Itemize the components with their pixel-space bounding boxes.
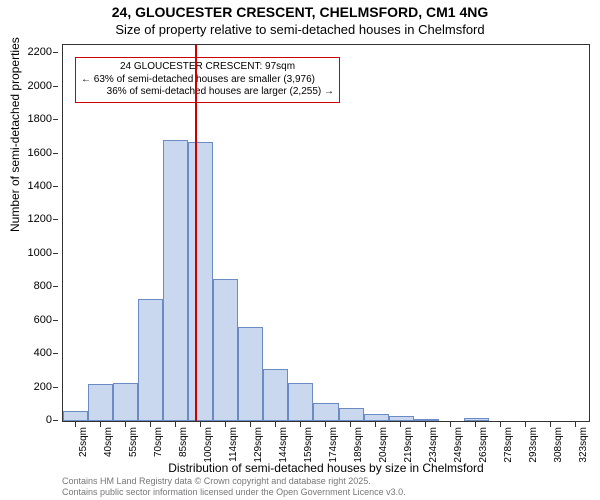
annotation-line3: 36% of semi-detached houses are larger (… <box>81 86 334 99</box>
histogram-bar <box>188 142 213 421</box>
x-tick-label: 189sqm <box>353 427 364 463</box>
annotation-line1: 24 GLOUCESTER CRESCENT: 97sqm <box>81 61 334 74</box>
histogram-bar <box>63 411 88 421</box>
y-tick-mark <box>53 219 58 220</box>
y-tick-label: 200 <box>34 381 52 393</box>
histogram-bar <box>339 408 364 421</box>
x-tick-mark <box>75 422 76 427</box>
y-tick-label: 1800 <box>28 113 52 125</box>
x-tick-label: 70sqm <box>153 427 164 457</box>
x-tick-mark <box>225 422 226 427</box>
annotation-box: 24 GLOUCESTER CRESCENT: 97sqm ← 63% of s… <box>75 57 340 103</box>
footer-line1: Contains HM Land Registry data © Crown c… <box>62 476 406 487</box>
x-tick-label: 159sqm <box>303 427 314 463</box>
x-tick-label: 263sqm <box>478 427 489 463</box>
x-tick-label: 144sqm <box>278 427 289 463</box>
y-tick-mark <box>53 253 58 254</box>
y-tick-mark <box>53 387 58 388</box>
x-tick-label: 204sqm <box>378 427 389 463</box>
histogram-bar <box>464 418 489 421</box>
y-tick-mark <box>53 286 58 287</box>
x-tick-label: 100sqm <box>203 427 214 463</box>
footer-line2: Contains public sector information licen… <box>62 487 406 498</box>
x-tick-mark <box>300 422 301 427</box>
x-tick-mark <box>125 422 126 427</box>
x-tick-mark <box>450 422 451 427</box>
y-tick-mark <box>53 420 58 421</box>
y-axis-ticks: 0200400600800100012001400160018002000220… <box>0 44 58 422</box>
x-tick-mark <box>200 422 201 427</box>
histogram-bar <box>364 414 389 421</box>
x-tick-label: 219sqm <box>403 427 414 463</box>
y-tick-mark <box>53 86 58 87</box>
y-tick-label: 2000 <box>28 80 52 92</box>
y-tick-mark <box>53 52 58 53</box>
x-tick-mark <box>425 422 426 427</box>
x-tick-label: 40sqm <box>103 427 114 457</box>
x-tick-mark <box>350 422 351 427</box>
x-tick-label: 249sqm <box>453 427 464 463</box>
x-tick-label: 25sqm <box>78 427 89 457</box>
y-tick-label: 2200 <box>28 46 52 58</box>
y-tick-label: 1200 <box>28 213 52 225</box>
y-tick-label: 400 <box>34 347 52 359</box>
footer-attribution: Contains HM Land Registry data © Crown c… <box>62 476 406 498</box>
x-tick-label: 234sqm <box>428 427 439 463</box>
plot-area: 24 GLOUCESTER CRESCENT: 97sqm ← 63% of s… <box>62 44 590 422</box>
y-tick-mark <box>53 186 58 187</box>
histogram-bar <box>414 419 439 421</box>
x-tick-label: 85sqm <box>178 427 189 457</box>
x-tick-mark <box>575 422 576 427</box>
x-tick-mark <box>150 422 151 427</box>
chart-title-line1: 24, GLOUCESTER CRESCENT, CHELMSFORD, CM1… <box>0 4 600 20</box>
x-tick-mark <box>500 422 501 427</box>
histogram-bar <box>138 299 163 421</box>
x-tick-mark <box>475 422 476 427</box>
x-tick-mark <box>250 422 251 427</box>
y-tick-label: 1000 <box>28 247 52 259</box>
histogram-bar <box>238 327 263 421</box>
histogram-bar <box>389 416 414 421</box>
histogram-bar <box>288 383 313 421</box>
chart-title-line2: Size of property relative to semi-detach… <box>0 22 600 37</box>
x-tick-mark <box>525 422 526 427</box>
y-tick-label: 600 <box>34 314 52 326</box>
histogram-bar <box>313 403 338 421</box>
x-tick-label: 174sqm <box>328 427 339 463</box>
histogram-bar <box>163 140 188 421</box>
marker-line <box>195 45 197 421</box>
y-tick-mark <box>53 153 58 154</box>
x-tick-label: 114sqm <box>228 427 239 462</box>
x-tick-label: 55sqm <box>128 427 139 457</box>
y-tick-mark <box>53 353 58 354</box>
y-tick-label: 1400 <box>28 180 52 192</box>
x-tick-mark <box>375 422 376 427</box>
histogram-bar <box>88 384 113 421</box>
y-tick-label: 1600 <box>28 147 52 159</box>
y-tick-label: 0 <box>46 414 52 426</box>
x-tick-label: 293sqm <box>528 427 539 463</box>
x-tick-mark <box>275 422 276 427</box>
x-tick-label: 308sqm <box>553 427 564 463</box>
histogram-bar <box>213 279 238 421</box>
x-tick-label: 323sqm <box>578 427 589 463</box>
x-axis-label: Distribution of semi-detached houses by … <box>62 461 590 475</box>
x-tick-label: 129sqm <box>253 427 264 463</box>
x-tick-mark <box>400 422 401 427</box>
x-tick-mark <box>100 422 101 427</box>
y-tick-label: 800 <box>34 280 52 292</box>
histogram-bar <box>113 383 138 421</box>
y-tick-mark <box>53 320 58 321</box>
annotation-line2: ← 63% of semi-detached houses are smalle… <box>81 74 334 87</box>
x-tick-mark <box>550 422 551 427</box>
x-tick-mark <box>175 422 176 427</box>
x-tick-mark <box>325 422 326 427</box>
y-tick-mark <box>53 119 58 120</box>
histogram-bar <box>263 369 288 421</box>
x-tick-label: 278sqm <box>503 427 514 463</box>
chart-container: 24, GLOUCESTER CRESCENT, CHELMSFORD, CM1… <box>0 0 600 500</box>
